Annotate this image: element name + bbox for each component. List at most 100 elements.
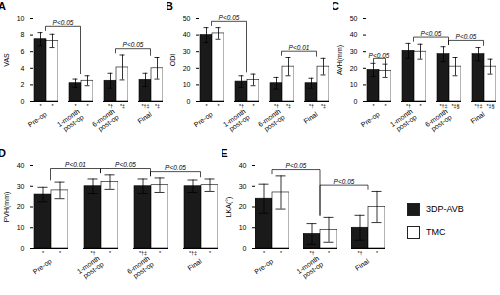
svg-text:P<0.05: P<0.05	[456, 33, 477, 40]
svg-text:20: 20	[183, 65, 191, 72]
svg-text:0: 0	[187, 98, 191, 105]
svg-text:Final: Final	[354, 257, 371, 272]
svg-text:ODI: ODI	[169, 54, 176, 67]
svg-text:*‡: *‡	[120, 103, 125, 109]
svg-text:B: B	[167, 0, 173, 12]
svg-text:1-monthpost-op: 1-monthpost-op	[295, 254, 325, 281]
svg-text:*: *	[280, 250, 283, 256]
svg-text:*: *	[209, 250, 212, 256]
svg-text:Final: Final	[136, 110, 153, 125]
svg-text:*†: *†	[108, 103, 113, 109]
svg-text:Final: Final	[469, 110, 486, 125]
svg-text:Pre-op: Pre-op	[360, 110, 382, 129]
svg-text:LKA(°): LKA(°)	[225, 197, 233, 218]
svg-text:Pre-op: Pre-op	[253, 257, 275, 276]
svg-text:*†: *†	[274, 103, 279, 109]
svg-text:AVH(mm): AVH(mm)	[336, 45, 344, 75]
svg-text:6-monthpost-op: 6-monthpost-op	[126, 254, 156, 281]
svg-text:P<0.05: P<0.05	[369, 52, 390, 59]
svg-text:P<0.05: P<0.05	[421, 30, 442, 37]
svg-text:VAS: VAS	[3, 53, 10, 67]
svg-text:*‡§: *‡§	[486, 103, 494, 109]
svg-text:*†‡: *†‡	[439, 103, 447, 109]
svg-text:10: 10	[17, 15, 25, 22]
svg-text:*: *	[74, 103, 77, 109]
svg-text:*†‡: *†‡	[141, 103, 149, 109]
svg-text:10: 10	[239, 224, 247, 231]
svg-text:Final: Final	[302, 110, 319, 125]
svg-text:P<0.05: P<0.05	[286, 162, 307, 169]
svg-text:P<0.05: P<0.05	[123, 41, 144, 48]
svg-text:6-monthpost-op: 6-monthpost-op	[424, 107, 454, 134]
svg-text:P<0.05: P<0.05	[115, 161, 136, 168]
svg-text:*: *	[59, 250, 62, 256]
svg-text:P<0.05: P<0.05	[53, 19, 74, 26]
svg-text:*‡: *‡	[155, 103, 160, 109]
svg-text:1-monthpost-op: 1-monthpost-op	[389, 107, 419, 134]
svg-text:4: 4	[21, 65, 25, 72]
svg-text:*: *	[39, 103, 42, 109]
svg-text:*†: *†	[90, 250, 95, 256]
svg-text:*: *	[205, 103, 208, 109]
svg-text:*†‡: *†‡	[189, 250, 197, 256]
svg-text:10: 10	[183, 81, 191, 88]
svg-text:30: 30	[17, 182, 25, 189]
svg-text:*‡§: *‡§	[451, 103, 459, 109]
svg-text:*: *	[384, 103, 387, 109]
svg-text:40: 40	[239, 162, 247, 169]
svg-text:A: A	[0, 0, 6, 12]
svg-text:*†: *†	[406, 103, 411, 109]
svg-text:20: 20	[17, 203, 25, 210]
svg-text:2: 2	[21, 81, 25, 88]
svg-text:*: *	[42, 250, 45, 256]
svg-text:20: 20	[239, 203, 247, 210]
svg-text:Pre-op: Pre-op	[32, 257, 54, 276]
svg-text:*: *	[217, 103, 220, 109]
svg-text:0: 0	[354, 98, 358, 105]
svg-text:*: *	[419, 103, 422, 109]
svg-text:1-monthpost-op: 1-monthpost-op	[222, 107, 252, 134]
svg-text:*‡: *‡	[321, 103, 326, 109]
svg-text:*‡: *‡	[286, 103, 291, 109]
svg-text:40: 40	[17, 162, 25, 169]
svg-text:*: *	[86, 103, 89, 109]
svg-text:10: 10	[350, 81, 358, 88]
svg-text:40: 40	[183, 31, 191, 38]
svg-text:40: 40	[350, 31, 358, 38]
svg-text:E: E	[222, 147, 228, 159]
svg-text:*: *	[372, 103, 375, 109]
svg-text:*†: *†	[309, 250, 314, 256]
svg-text:*†: *†	[239, 103, 244, 109]
svg-text:50: 50	[183, 15, 191, 22]
svg-text:0: 0	[21, 98, 25, 105]
svg-text:*: *	[252, 103, 255, 109]
svg-text:*: *	[51, 103, 54, 109]
svg-text:10: 10	[17, 224, 25, 231]
svg-text:*†: *†	[309, 103, 314, 109]
svg-text:30: 30	[239, 182, 247, 189]
svg-text:30: 30	[350, 48, 358, 55]
svg-text:20: 20	[350, 65, 358, 72]
svg-text:D: D	[0, 147, 6, 159]
svg-text:*: *	[376, 250, 379, 256]
svg-text:30: 30	[183, 48, 191, 55]
svg-text:*†‡: *†‡	[474, 103, 482, 109]
svg-text:*: *	[109, 250, 112, 256]
svg-text:6-monthpost-op: 6-monthpost-op	[91, 107, 121, 134]
svg-text:*†‡: *†‡	[139, 250, 147, 256]
svg-text:PVH(mm): PVH(mm)	[3, 192, 11, 223]
svg-text:*: *	[263, 250, 266, 256]
svg-text:*: *	[159, 250, 162, 256]
svg-text:C: C	[333, 0, 339, 12]
svg-text:P<0.01: P<0.01	[289, 44, 310, 51]
svg-text:8: 8	[21, 31, 25, 38]
svg-text:Pre-op: Pre-op	[27, 110, 49, 129]
svg-text:6: 6	[21, 48, 25, 55]
svg-text:*†: *†	[357, 250, 362, 256]
svg-text:6-monthpost-op: 6-monthpost-op	[257, 107, 287, 134]
svg-text:0: 0	[21, 245, 25, 252]
svg-text:P<0.01: P<0.01	[65, 161, 86, 168]
svg-text:1-monthpost-op: 1-monthpost-op	[76, 254, 106, 281]
svg-text:50: 50	[350, 15, 358, 22]
svg-text:P<0.05: P<0.05	[219, 14, 240, 21]
